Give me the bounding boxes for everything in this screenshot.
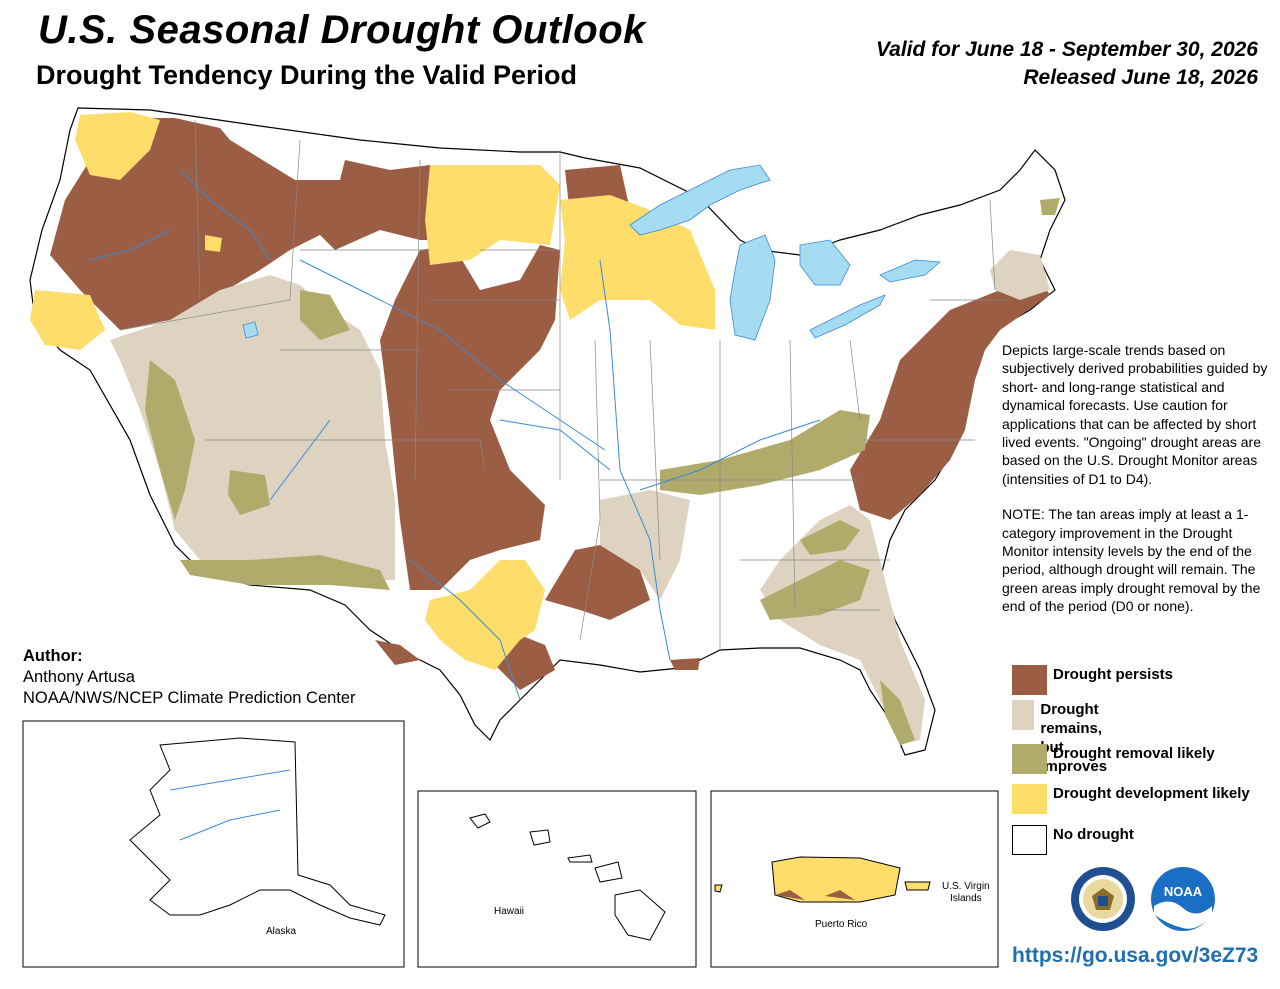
alaska-label: Alaska: [266, 926, 297, 937]
lake-michigan: [729, 234, 776, 341]
removal-nm: [300, 290, 350, 340]
develop-dakotas: [425, 165, 560, 265]
hawaii-label: Hawaii: [494, 906, 525, 917]
state-lines: [119, 119, 1010, 650]
usvi-label-line2: Islands: [949, 893, 982, 904]
author-name: Anthony Artusa: [23, 668, 135, 686]
legend-item-none: No drought: [1012, 825, 1134, 855]
description-para1: Depicts large-scale trends based on subj…: [1002, 342, 1268, 487]
legend-label: Drought persists: [1053, 666, 1174, 683]
map-title: U.S. Seasonal Drought Outlook: [38, 8, 646, 52]
noaa-logo-icon: NOAA: [1151, 867, 1215, 931]
outlook-url-link[interactable]: https://go.usa.gov/3eZ73: [1012, 944, 1259, 967]
persist-la-coast: [670, 658, 700, 670]
develop-oregon-coast: [30, 290, 105, 350]
lake-huron: [799, 239, 851, 286]
removal-southeast: [760, 560, 870, 620]
improve-southwest: [110, 275, 395, 580]
develop-washington: [75, 112, 160, 180]
description: Depicts large-scale trends based on subj…: [1002, 341, 1274, 633]
develop-texas: [425, 560, 545, 670]
valid-period: Valid for June 18 - September 30, 2026: [875, 38, 1258, 61]
puerto-rico-label: Puerto Rico: [815, 919, 868, 930]
improve-ark-la: [600, 490, 690, 600]
legend-item-development: Drought development likely: [1012, 784, 1250, 814]
lake-superior: [629, 164, 771, 236]
legend-label: Drought removal likely: [1053, 745, 1215, 762]
great-salt-lake: [242, 321, 259, 339]
hawaii-islands: [469, 813, 666, 941]
removal-sw-west: [145, 360, 195, 520]
legend-swatch: [1012, 825, 1047, 855]
usvi-label-line1: U.S. Virgin: [942, 881, 990, 892]
legend-swatch: [1012, 784, 1047, 814]
author-org: NOAA/NWS/NCEP Climate Prediction Center: [23, 689, 356, 707]
description-para2: NOTE: The tan areas imply at least a 1-c…: [1002, 506, 1261, 615]
persist-east-coast: [850, 280, 1050, 520]
lake-ontario: [879, 259, 941, 283]
legend-swatch: [1012, 665, 1047, 695]
legend-label: Drought development likely: [1053, 785, 1250, 802]
hawaii-inset: [417, 790, 697, 968]
legend-item-improves: Drought remains, but improves: [1012, 700, 1120, 776]
removal-maine: [1040, 198, 1060, 215]
removal-az: [228, 470, 270, 515]
removal-tn-valley: [660, 410, 870, 495]
rivers: [89, 169, 821, 701]
author-label: Author:: [23, 647, 83, 665]
persist-arkansas-la: [545, 545, 650, 620]
puerto-rico-shape: [771, 856, 901, 903]
legend-swatch: [1012, 744, 1047, 774]
legend-swatch: [1012, 700, 1035, 730]
valid-dates: Valid for June 18 - September 30, 2026 R…: [876, 36, 1258, 92]
usvi-label: U.S. Virgin Islands: [942, 881, 990, 905]
legend-label: Drought remains, but improves: [1040, 701, 1108, 775]
develop-wi-mn: [560, 195, 715, 330]
author-block: Author: Anthony Artusa NOAA/NWS/NCEP Cli…: [23, 646, 356, 709]
lake-erie: [809, 294, 886, 339]
map-subtitle: Drought Tendency During the Valid Period: [36, 60, 578, 90]
legend-label: No drought: [1053, 826, 1134, 843]
removal-sc: [800, 520, 860, 555]
noaa-logo-text: NOAA: [1164, 884, 1203, 899]
improve-new-england: [990, 250, 1050, 300]
legend-item-persists: Drought persists: [1012, 665, 1173, 695]
commerce-seal-icon: [1071, 867, 1135, 931]
alaska-shape: [129, 737, 386, 926]
legend-item-removal: Drought removal likely: [1012, 744, 1215, 774]
removal-fl: [880, 680, 915, 745]
removal-south-band: [180, 555, 390, 590]
persist-big-bend: [375, 640, 420, 665]
develop-idaho-spots: [205, 235, 222, 252]
release-date: Released June 18, 2026: [1023, 66, 1258, 89]
